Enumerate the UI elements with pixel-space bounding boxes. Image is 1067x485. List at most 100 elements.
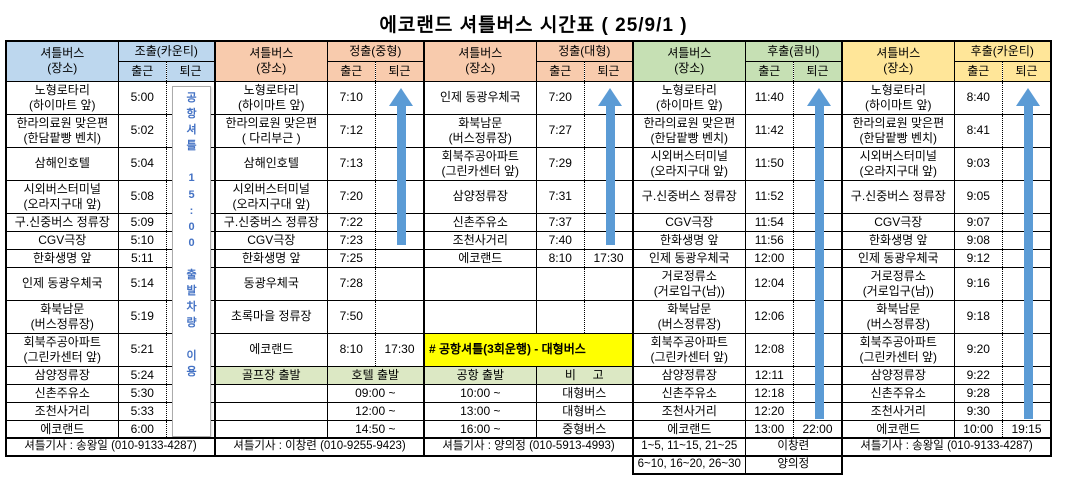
go-time-cell: 9:30 bbox=[953, 401, 1004, 421]
place-cell: 에코랜드 bbox=[214, 332, 328, 367]
go-time-cell: 5:00 bbox=[117, 80, 168, 115]
driver-info: 셔틀기사 : 송왕일 (010-9133-4287) bbox=[5, 437, 216, 457]
go-time-cell: 5:08 bbox=[117, 179, 168, 214]
timetable-group-jeongchul-large: 셔틀버스 (장소) 정출(대형) 출근 퇴근 인제 동광우체국 7:20 화북남문 … bbox=[423, 40, 634, 457]
place-cell: 한라의료원 맞은편 (한담팥빵 벤치) bbox=[841, 113, 955, 148]
leave-time-cell: 22:00 bbox=[793, 419, 843, 439]
place-cell: 에코랜드 bbox=[423, 248, 537, 268]
driver-info: 셔틀기사 : 이창련 (010-9255-9423) bbox=[214, 437, 425, 457]
table-row: 노형로타리 (하이마트 앞) 11:40 bbox=[632, 80, 843, 115]
go-time-cell: 7:20 bbox=[326, 179, 377, 214]
go-time-cell: 10:00 bbox=[953, 419, 1004, 439]
table-row: 14:50 ~ bbox=[214, 419, 425, 439]
go-time-cell: 5:30 bbox=[117, 383, 168, 403]
place-cell: 삼양정류장 bbox=[841, 365, 955, 385]
go-column-header: 출근 bbox=[117, 60, 168, 82]
go-time-cell: 7:40 bbox=[535, 230, 586, 250]
go-time-cell: 9:20 bbox=[953, 332, 1004, 367]
place-cell: 동광우체국 bbox=[214, 266, 328, 301]
place-cell: 에코랜드 bbox=[841, 419, 955, 439]
place-cell: 인제 동광우체국 bbox=[5, 266, 119, 301]
place-column-header: 셔틀버스 (장소) bbox=[632, 40, 746, 82]
go-time-cell: 9:28 bbox=[953, 383, 1004, 403]
section-subheader-cell: 공항 출발 bbox=[423, 365, 537, 385]
place-cell: 신촌주유소 bbox=[423, 212, 537, 232]
group-table: 셔틀버스 (장소) 정출(대형) 출근 퇴근 인제 동광우체국 7:20 화북남문 … bbox=[423, 40, 634, 457]
place-cell: 화북남문 (버스정류장) bbox=[5, 299, 119, 334]
place-cell: 인제 동광우체국 bbox=[423, 80, 537, 115]
place-cell: 한화생명 앞 bbox=[214, 248, 328, 268]
place-cell: 인제 동광우체국 bbox=[632, 248, 746, 268]
place-cell: 삼양정류장 bbox=[632, 365, 746, 385]
driver-info: 셔틀기사 : 양의정 (010-5913-4993) bbox=[423, 437, 634, 457]
shift-header: 정출(대형) bbox=[535, 40, 634, 62]
table-row: # 공항셔틀(3회운행) - 대형버스 bbox=[423, 332, 634, 367]
go-time-cell: 5:33 bbox=[117, 401, 168, 421]
leave-time-cell bbox=[375, 299, 425, 334]
place-cell: 인제 동광우체국 bbox=[841, 248, 955, 268]
table-row: 09:00 ~ bbox=[214, 383, 425, 403]
time-cell bbox=[535, 266, 586, 301]
go-time-cell: 8:10 bbox=[326, 332, 377, 367]
leave-time-cell: 17:30 bbox=[584, 248, 634, 268]
time-cell: 09:00 ~ bbox=[326, 383, 425, 403]
table-row: 동광우체국 7:28 bbox=[214, 266, 425, 301]
place-cell: 시외버스터미널 (오라지구대 앞) bbox=[214, 179, 328, 214]
place-column-header: 셔틀버스 (장소) bbox=[5, 40, 119, 82]
place-cell: 회북주공아파트 (그린카센터 앞) bbox=[423, 146, 537, 181]
place-cell: 에코랜드 bbox=[5, 419, 119, 439]
place-cell bbox=[214, 383, 328, 403]
place-cell: 구.신중버스 정류장 bbox=[632, 179, 746, 214]
place-cell: 삼해인호텔 bbox=[214, 146, 328, 181]
table-row: 구.신중버스 정류장 7:22 bbox=[214, 212, 425, 232]
time-cell: 대형버스 bbox=[535, 383, 634, 403]
go-time-cell: 11:52 bbox=[744, 179, 795, 214]
driver-name-cell: 양의정 bbox=[744, 455, 843, 475]
place-cell: 삼해인호텔 bbox=[5, 146, 119, 181]
go-time-cell: 7:50 bbox=[326, 299, 377, 334]
go-time-cell: 7:20 bbox=[535, 80, 586, 115]
group-table: 셔틀버스 (장소) 조출(카운티) 출근 퇴근 노형로타리 (하이마트 앞) 5:… bbox=[5, 40, 216, 457]
place-cell: CGV극장 bbox=[5, 230, 119, 250]
table-row: 화북남문 (버스정류장) 7:27 bbox=[423, 113, 634, 148]
table-row: 12:00 ~ bbox=[214, 401, 425, 421]
table-row: 회북주공아파트 (그린카센터 앞) 9:20 bbox=[841, 332, 1052, 367]
go-column-header: 출근 bbox=[953, 60, 1004, 82]
leave-time-cell: 17:30 bbox=[375, 332, 425, 367]
go-time-cell: 5:19 bbox=[117, 299, 168, 334]
go-time-cell: 12:04 bbox=[744, 266, 795, 301]
leave-time-cell: 19:15 bbox=[1002, 419, 1052, 439]
leave-column-header: 퇴근 bbox=[375, 60, 425, 82]
place-cell: 신촌주유소 bbox=[5, 383, 119, 403]
place-cell: 조천사거리 bbox=[841, 401, 955, 421]
go-column-header: 출근 bbox=[535, 60, 586, 82]
go-time-cell: 9:22 bbox=[953, 365, 1004, 385]
go-time-cell: 13:00 bbox=[744, 419, 795, 439]
go-time-cell: 5:04 bbox=[117, 146, 168, 181]
table-row: 한화생명 앞 7:25 bbox=[214, 248, 425, 268]
place-cell: 회북주공아파트 (그린카센터 앞) bbox=[5, 332, 119, 367]
go-time-cell: 7:23 bbox=[326, 230, 377, 250]
place-cell: 조천사거리 bbox=[632, 401, 746, 421]
timetable: 셔틀버스 (장소) 조출(카운티) 출근 퇴근 노형로타리 (하이마트 앞) 5:… bbox=[0, 40, 1067, 475]
go-time-cell: 7:27 bbox=[535, 113, 586, 148]
table-row: 에코랜드 13:00 22:00 bbox=[632, 419, 843, 439]
go-column-header: 출근 bbox=[326, 60, 377, 82]
leave-column-header: 퇴근 bbox=[1002, 60, 1052, 82]
group-rows: 노형로타리 (하이마트 앞) 5:00 한라의료원 맞은편 (한담팥빵 벤치) 5:0… bbox=[5, 80, 216, 457]
place-cell: 삼양정류장 bbox=[5, 365, 119, 385]
place-cell: 회북주공아파트 (그린카센터 앞) bbox=[632, 332, 746, 367]
group-table: 셔틀버스 (장소) 후출(카운티) 출근 퇴근 노형로타리 (하이마트 앞) 8:… bbox=[841, 40, 1052, 457]
place-cell: CGV극장 bbox=[214, 230, 328, 250]
table-row: 거로정류소 (거로입구(남)) 9:16 bbox=[841, 266, 1052, 301]
place-cell: 거로정류소 (거로입구(남)) bbox=[632, 266, 746, 301]
shift-header: 조출(카운티) bbox=[117, 40, 216, 62]
go-time-cell: 12:06 bbox=[744, 299, 795, 334]
table-row: 노형로타리 (하이마트 앞) 7:10 bbox=[214, 80, 425, 115]
place-cell: 시외버스터미널 (오라지구대 앞) bbox=[5, 179, 119, 214]
place-cell: 거로정류소 (거로입구(남)) bbox=[841, 266, 955, 301]
timetable-group-huchul-combi: 셔틀버스 (장소) 후출(콤비) 출근 퇴근 노형로타리 (하이마트 앞) 11:… bbox=[632, 40, 843, 475]
place-cell: 시외버스터미널 (오라지구대 앞) bbox=[632, 146, 746, 181]
place-cell: 한화생명 앞 bbox=[841, 230, 955, 250]
go-time-cell: 12:18 bbox=[744, 383, 795, 403]
